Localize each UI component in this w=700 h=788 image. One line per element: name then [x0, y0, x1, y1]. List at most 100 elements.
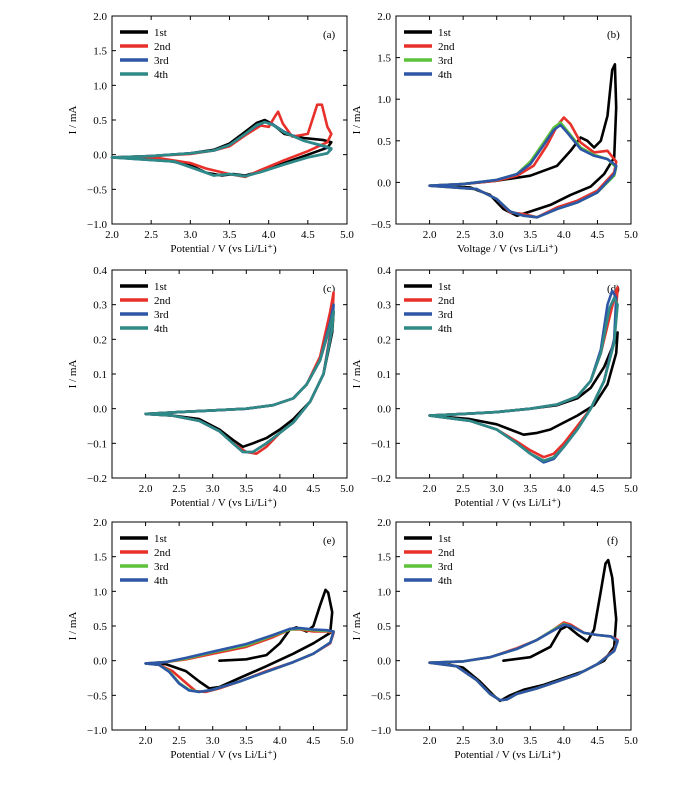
x-tick-label: 3.5 — [523, 735, 537, 747]
x-axis-label: Potential / V (vs Li/Li⁺) — [170, 749, 277, 761]
x-axis-label: Potential / V (vs Li/Li⁺) — [170, 243, 277, 255]
series-line-4th — [110, 120, 333, 178]
legend-label-3rd: 3rd — [154, 309, 169, 321]
x-tick-label: 3.5 — [239, 735, 253, 747]
y-tick-label: 0.0 — [377, 656, 391, 668]
y-tick-label: −0.1 — [87, 438, 107, 450]
x-tick-label: 2.5 — [172, 735, 186, 747]
y-tick-label: −0.1 — [371, 438, 391, 450]
legend-label-2nd: 2nd — [438, 547, 455, 559]
legend-label-4th: 4th — [154, 323, 169, 335]
y-tick-label: 0.5 — [93, 621, 107, 633]
x-tick-label: 4.5 — [307, 735, 321, 747]
legend-label-1st: 1st — [438, 281, 451, 293]
y-axis-label: I / mA — [67, 360, 79, 389]
y-tick-label: 1.0 — [93, 586, 107, 598]
series-line-2nd — [428, 286, 619, 459]
x-tick-label: 5.0 — [624, 483, 638, 495]
legend-label-1st: 1st — [438, 533, 451, 545]
x-tick-label: 5.0 — [624, 229, 638, 241]
panel-tag: (a) — [323, 29, 336, 41]
y-tick-label: −0.2 — [87, 473, 107, 485]
y-axis-label: I / mA — [67, 612, 79, 641]
x-tick-label: 3.0 — [490, 735, 504, 747]
legend-label-3rd: 3rd — [154, 55, 169, 67]
series-line-1st — [428, 63, 618, 217]
y-tick-label: 1.0 — [377, 586, 391, 598]
x-tick-label: 4.0 — [273, 735, 287, 747]
y-tick-label: 2.0 — [93, 11, 107, 23]
y-tick-label: 1.0 — [93, 80, 107, 92]
x-tick-label: 2.0 — [139, 483, 153, 495]
x-tick-label: 4.5 — [591, 229, 605, 241]
x-tick-label: 5.0 — [340, 229, 354, 241]
y-tick-label: 0.3 — [93, 300, 107, 312]
y-tick-label: 2.0 — [377, 11, 391, 23]
chart-panel-b: 2.0 2.5 3.0 3.5 4.0 4.5 5.0 −0.5 0.0 0.5 1.0 1.5 2.0… — [351, 11, 638, 255]
y-tick-label: −0.5 — [371, 219, 391, 231]
x-tick-label: 4.0 — [262, 229, 276, 241]
panel-tag: (b) — [607, 29, 620, 41]
y-tick-label: 0.1 — [377, 369, 391, 381]
x-tick-label: 3.0 — [206, 483, 220, 495]
x-tick-label: 5.0 — [624, 735, 638, 747]
series-line-1st — [428, 558, 618, 703]
x-tick-label: 2.5 — [144, 229, 158, 241]
legend-label-3rd: 3rd — [438, 561, 453, 573]
x-tick-label: 2.5 — [456, 483, 470, 495]
y-tick-label: 0.4 — [93, 265, 107, 277]
x-tick-label: 3.5 — [523, 229, 537, 241]
legend-label-2nd: 2nd — [154, 295, 171, 307]
chart-panel-a: 2.0 2.5 3.0 3.5 4.0 4.5 5.0 −1.0 −0.5 0.0 0.5 1.0 1.… — [67, 11, 354, 255]
legend-label-3rd: 3rd — [154, 561, 169, 573]
y-tick-label: −1.0 — [87, 219, 107, 231]
legend-label-2nd: 2nd — [154, 41, 171, 53]
y-tick-label: 1.5 — [377, 53, 391, 65]
y-tick-label: 2.0 — [93, 517, 107, 529]
x-tick-label: 4.5 — [591, 483, 605, 495]
y-tick-label: 0.0 — [377, 177, 391, 189]
x-tick-label: 3.0 — [490, 229, 504, 241]
legend-label-2nd: 2nd — [438, 295, 455, 307]
x-axis-label: Potential / V (vs Li/Li⁺) — [454, 497, 561, 509]
x-tick-label: 3.0 — [206, 735, 220, 747]
legend-label-1st: 1st — [154, 27, 167, 39]
series-line-2nd — [110, 103, 333, 179]
legend-label-1st: 1st — [154, 281, 167, 293]
series-line-4th — [144, 626, 335, 694]
x-tick-label: 2.0 — [423, 483, 437, 495]
x-tick-label: 5.0 — [340, 483, 354, 495]
y-tick-label: 0.0 — [93, 656, 107, 668]
y-axis-label: I / mA — [351, 106, 363, 135]
legend-label-4th: 4th — [438, 575, 453, 587]
series-line-4th — [428, 123, 618, 219]
x-tick-label: 2.5 — [456, 229, 470, 241]
y-axis-label: I / mA — [351, 360, 363, 389]
plot-frame — [395, 15, 632, 225]
legend-label-1st: 1st — [154, 533, 167, 545]
legend-label-2nd: 2nd — [438, 41, 455, 53]
panel-tag: (e) — [323, 535, 336, 547]
panel-tag: (f) — [607, 535, 618, 547]
x-axis-label: Potential / V (vs Li/Li⁺) — [170, 497, 277, 509]
x-tick-label: 5.0 — [340, 735, 354, 747]
y-tick-label: 0.0 — [93, 404, 107, 416]
series-line-1st — [144, 588, 334, 690]
legend-label-4th: 4th — [154, 69, 169, 81]
y-tick-label: 0.1 — [93, 369, 107, 381]
series-line-3rd — [144, 303, 335, 454]
x-tick-label: 3.5 — [523, 483, 537, 495]
y-tick-label: 1.0 — [377, 94, 391, 106]
x-tick-label: 3.5 — [223, 229, 237, 241]
legend-label-1st: 1st — [438, 27, 451, 39]
y-tick-label: −1.0 — [371, 725, 391, 737]
y-tick-label: −0.5 — [87, 690, 107, 702]
y-axis-label: I / mA — [351, 612, 363, 641]
x-tick-label: 4.0 — [557, 483, 571, 495]
x-tick-label: 4.5 — [301, 229, 315, 241]
x-tick-label: 2.0 — [105, 229, 119, 241]
y-tick-label: 2.0 — [377, 517, 391, 529]
y-tick-label: 0.0 — [93, 150, 107, 162]
x-tick-label: 3.5 — [239, 483, 253, 495]
legend-label-3rd: 3rd — [438, 55, 453, 67]
